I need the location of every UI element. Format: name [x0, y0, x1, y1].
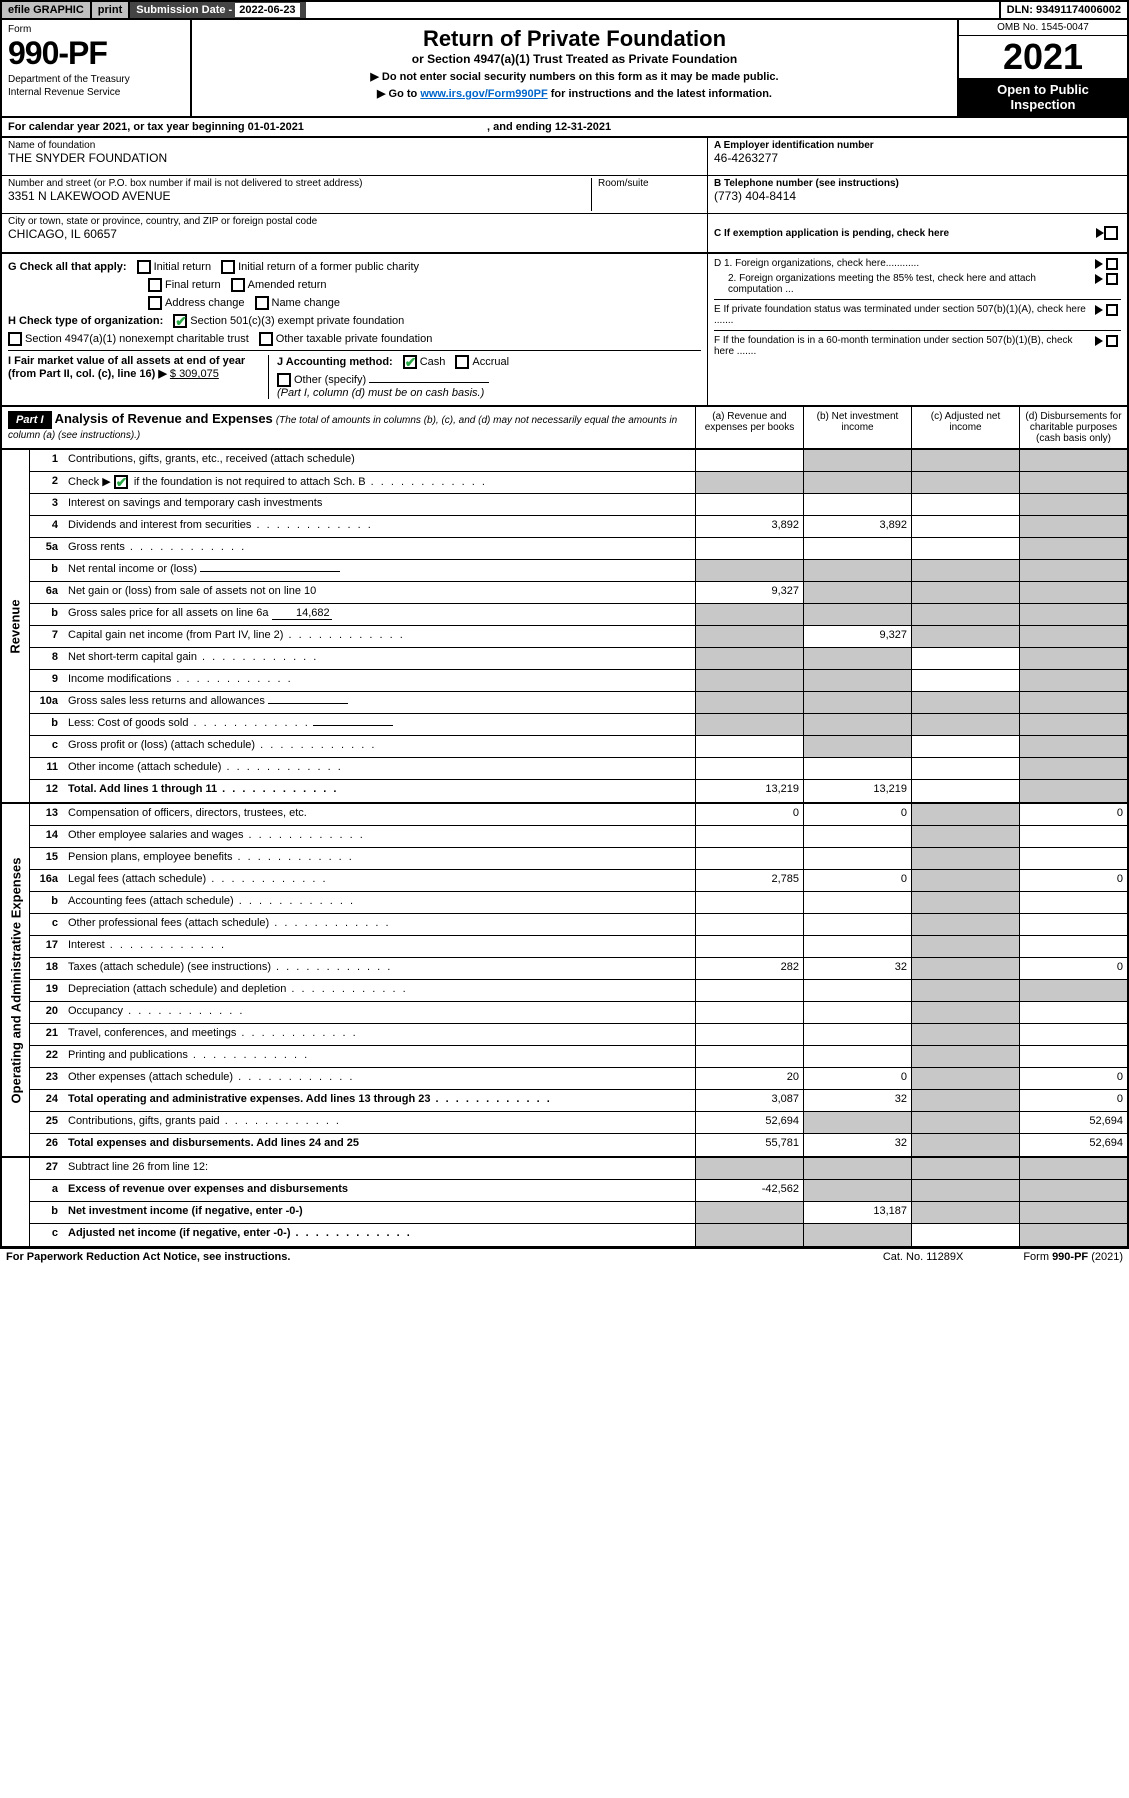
omb-number: OMB No. 1545-0047	[959, 20, 1127, 36]
paperwork-notice: For Paperwork Reduction Act Notice, see …	[6, 1251, 290, 1263]
top-bar: efile GRAPHIC print Submission Date - 20…	[0, 0, 1129, 20]
city-state-zip: CHICAGO, IL 60657	[8, 227, 701, 241]
checkbox-initial-return[interactable]	[137, 260, 151, 274]
checkbox-cash[interactable]	[403, 355, 417, 369]
cat-number: Cat. No. 11289X	[883, 1251, 964, 1263]
checkbox-f[interactable]	[1106, 335, 1118, 347]
checkbox-initial-former[interactable]	[221, 260, 235, 274]
arrow-icon	[1095, 274, 1103, 284]
form-link[interactable]: www.irs.gov/Form990PF	[420, 88, 547, 100]
h-row: H Check type of organization: Section 50…	[8, 314, 701, 328]
instr-2: ▶ Go to www.irs.gov/Form990PF for instru…	[198, 87, 951, 100]
checkbox-4947[interactable]	[8, 332, 22, 346]
dept-treasury: Department of the Treasury	[8, 74, 184, 85]
part-label: Part I	[8, 411, 52, 429]
checkbox-other-method[interactable]	[277, 373, 291, 387]
form-header: Form 990-PF Department of the Treasury I…	[0, 20, 1129, 118]
expenses-label: Operating and Administrative Expenses	[2, 804, 30, 1156]
checkbox-schb[interactable]	[114, 475, 128, 489]
header-left: Form 990-PF Department of the Treasury I…	[2, 20, 192, 116]
revenue-section: Revenue 1Contributions, gifts, grants, e…	[0, 450, 1129, 804]
calendar-year-row: For calendar year 2021, or tax year begi…	[0, 118, 1129, 138]
entity-info: Name of foundation THE SNYDER FOUNDATION…	[0, 138, 1129, 254]
tax-year: 2021	[959, 36, 1127, 78]
checkbox-final[interactable]	[148, 278, 162, 292]
header-right: OMB No. 1545-0047 2021 Open to Public In…	[957, 20, 1127, 116]
col-b-header: (b) Net investment income	[803, 407, 911, 448]
arrow-icon	[1096, 228, 1104, 238]
phone-cell: B Telephone number (see instructions) (7…	[708, 176, 1127, 214]
arrow-icon	[1095, 305, 1103, 315]
checkbox-c[interactable]	[1104, 226, 1118, 240]
checkbox-d2[interactable]	[1106, 273, 1118, 285]
dln: DLN: 93491174006002	[999, 2, 1127, 18]
submission-date-label: Submission Date - 2022-06-23	[128, 2, 305, 18]
form-subtitle: or Section 4947(a)(1) Trust Treated as P…	[198, 52, 951, 66]
g-row: G Check all that apply: Initial return I…	[8, 260, 701, 274]
revenue-label: Revenue	[2, 450, 30, 802]
foundation-name-cell: Name of foundation THE SNYDER FOUNDATION	[2, 138, 707, 176]
expenses-section: Operating and Administrative Expenses 13…	[0, 804, 1129, 1158]
exemption-pending: C If exemption application is pending, c…	[708, 214, 1127, 252]
ein: 46-4263277	[714, 151, 1121, 165]
form-number: 990-PF	[8, 35, 184, 72]
col-c-header: (c) Adjusted net income	[911, 407, 1019, 448]
room-suite-label: Room/suite	[591, 178, 701, 211]
arrow-icon	[1095, 259, 1103, 269]
checkbox-amended[interactable]	[231, 278, 245, 292]
phone: (773) 404-8414	[714, 189, 1121, 203]
street-address: 3351 N LAKEWOOD AVENUE	[8, 189, 591, 203]
header-center: Return of Private Foundation or Section …	[192, 20, 957, 116]
checkbox-d1[interactable]	[1106, 258, 1118, 270]
form-label: Form	[8, 24, 184, 35]
foundation-name: THE SNYDER FOUNDATION	[8, 151, 701, 165]
checkbox-501c3[interactable]	[173, 314, 187, 328]
net-section: 27Subtract line 26 from line 12: aExcess…	[0, 1158, 1129, 1249]
check-section: G Check all that apply: Initial return I…	[0, 254, 1129, 407]
checkbox-e[interactable]	[1106, 304, 1118, 316]
arrow-icon	[1095, 336, 1103, 346]
page-footer: For Paperwork Reduction Act Notice, see …	[0, 1249, 1129, 1265]
instr-1: ▶ Do not enter social security numbers o…	[198, 70, 951, 83]
checkbox-name-change[interactable]	[255, 296, 269, 310]
form-title: Return of Private Foundation	[198, 26, 951, 52]
print-button[interactable]: print	[90, 2, 128, 18]
checkbox-other-taxable[interactable]	[259, 332, 273, 346]
address-cell: Number and street (or P.O. box number if…	[2, 176, 707, 214]
part1-header: Part I Analysis of Revenue and Expenses …	[0, 407, 1129, 450]
efile-label: efile GRAPHIC	[2, 2, 90, 18]
fmv-value: $ 309,075	[170, 368, 219, 380]
checkbox-address-change[interactable]	[148, 296, 162, 310]
city-cell: City or town, state or province, country…	[2, 214, 707, 252]
col-d-header: (d) Disbursements for charitable purpose…	[1019, 407, 1127, 448]
ein-cell: A Employer identification number 46-4263…	[708, 138, 1127, 176]
irs-label: Internal Revenue Service	[8, 87, 184, 98]
open-public: Open to Public Inspection	[959, 78, 1127, 116]
checkbox-accrual[interactable]	[455, 355, 469, 369]
col-a-header: (a) Revenue and expenses per books	[695, 407, 803, 448]
form-footer: Form 990-PF (2021)	[1023, 1251, 1123, 1263]
